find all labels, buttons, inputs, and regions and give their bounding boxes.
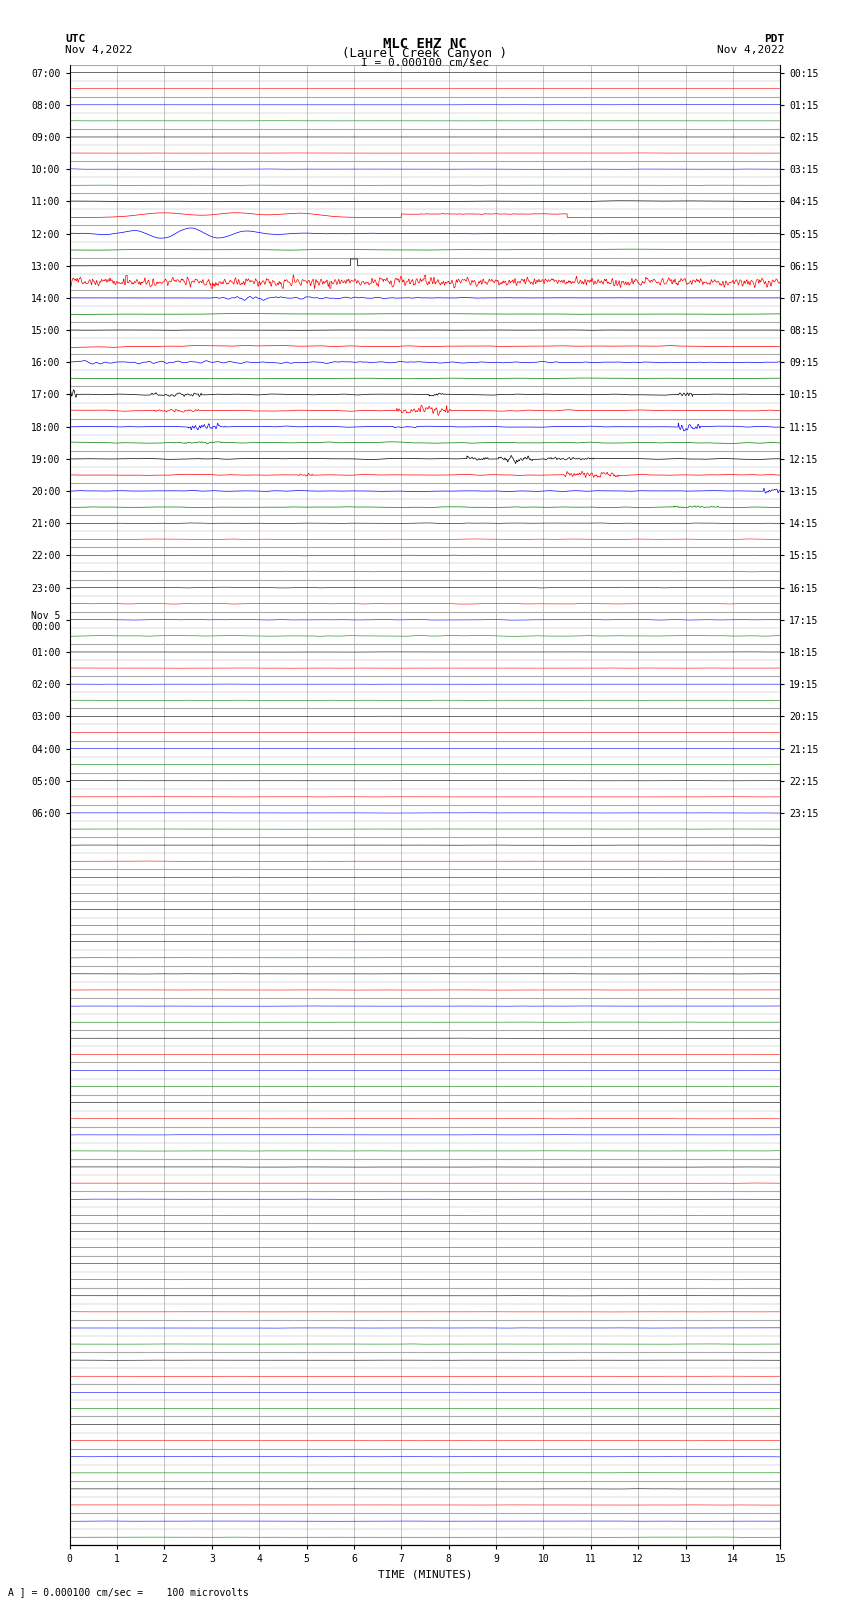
Text: UTC: UTC <box>65 34 86 44</box>
Text: Nov 4,2022: Nov 4,2022 <box>65 45 133 55</box>
Text: I = 0.000100 cm/sec: I = 0.000100 cm/sec <box>361 58 489 68</box>
Text: PDT: PDT <box>764 34 785 44</box>
Text: MLC EHZ NC: MLC EHZ NC <box>383 37 467 52</box>
Text: A ] = 0.000100 cm/sec =    100 microvolts: A ] = 0.000100 cm/sec = 100 microvolts <box>8 1587 249 1597</box>
Text: (Laurel Creek Canyon ): (Laurel Creek Canyon ) <box>343 47 507 60</box>
X-axis label: TIME (MINUTES): TIME (MINUTES) <box>377 1569 473 1579</box>
Text: Nov 4,2022: Nov 4,2022 <box>717 45 785 55</box>
